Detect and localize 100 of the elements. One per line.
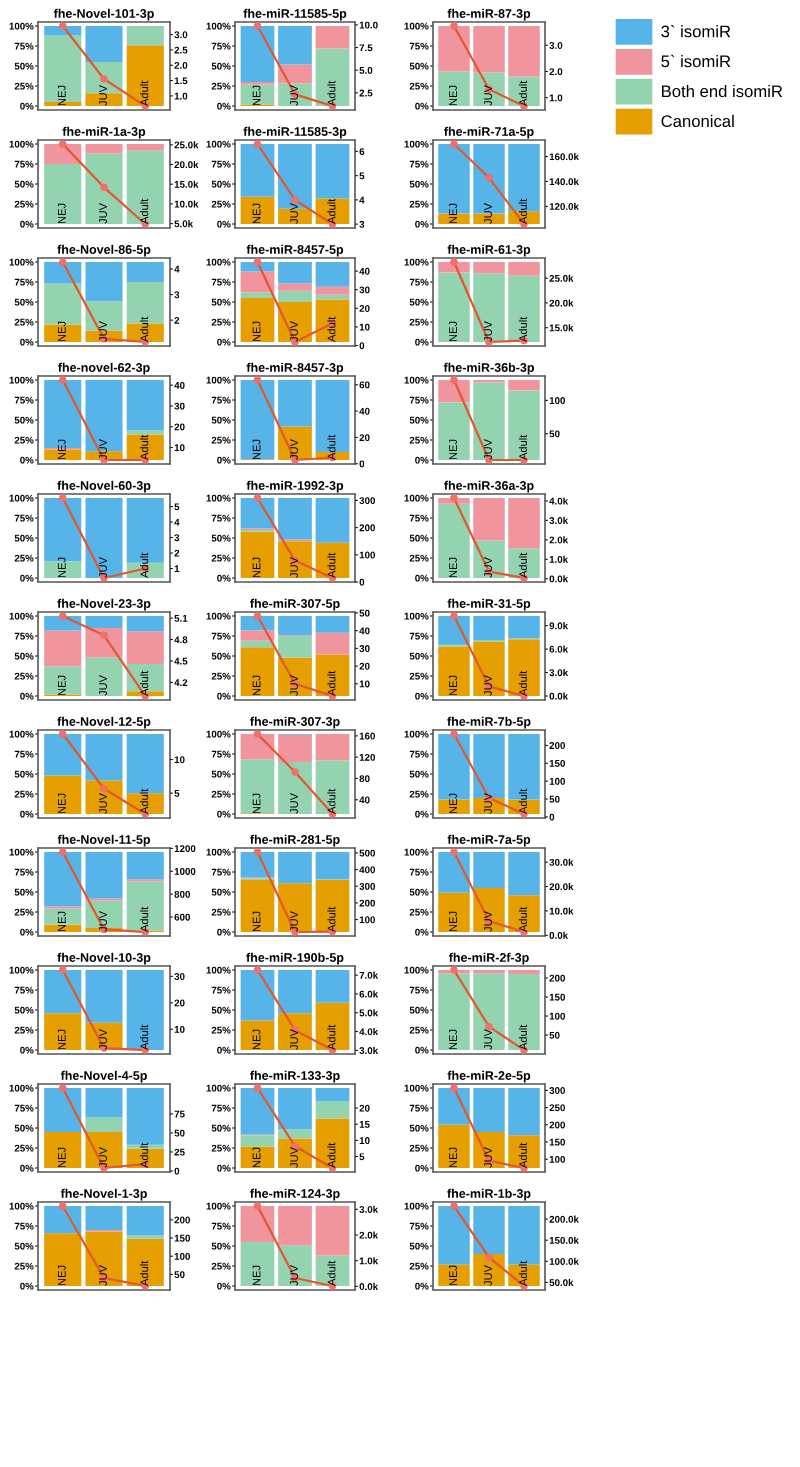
y-tick-label: 50%	[409, 1242, 429, 1250]
x-tick-label: Adult	[140, 434, 149, 460]
chart-title: fhe-miR-31-5p	[447, 598, 531, 611]
y2-tick-label: 15.0k	[174, 180, 199, 188]
y2-tick-label: 30	[359, 286, 370, 294]
bar	[438, 503, 470, 578]
y2-tick-label: 30	[174, 973, 185, 980]
y-tick-label: 0%	[20, 338, 34, 346]
y-tick-label: 100%	[9, 1084, 34, 1092]
x-tick-label: Adult	[327, 80, 336, 106]
y-tick-label: 50%	[211, 770, 231, 778]
chart-title: fhe-miR-8457-5p	[246, 244, 344, 257]
y2-tick-label: 10.0k	[549, 907, 574, 915]
y-tick-label: 50%	[409, 62, 429, 70]
y-tick-label: 25%	[409, 672, 429, 680]
x-tick-label: Adult	[518, 670, 527, 696]
y2-tick-label: 2.0	[549, 68, 563, 76]
y-tick-label: 25%	[211, 790, 231, 798]
bar	[315, 1101, 350, 1119]
x-tick-label: Adult	[327, 906, 336, 932]
y2-tick-label: 1.5	[174, 77, 188, 85]
y2-tick-label: 75	[174, 1110, 185, 1118]
y-tick-label: 50%	[14, 1124, 34, 1132]
y-tick-label: 75%	[14, 160, 34, 168]
y-tick-label: 25%	[211, 200, 231, 208]
bar	[278, 541, 312, 578]
y2-tick-label: 0.0k	[549, 692, 569, 700]
x-tick-label: JUV	[484, 1265, 492, 1286]
y2-tick-label: 50.0k	[549, 1278, 574, 1287]
x-tick-label: JUV	[290, 1147, 298, 1168]
y-tick-label: 0%	[20, 1046, 34, 1054]
y2-tick-label: 5.0k	[359, 1009, 379, 1017]
y2-tick-label: 150	[549, 993, 565, 1001]
y2-tick-label: 7.0k	[359, 971, 379, 979]
y2-tick-label: 200	[174, 1216, 190, 1224]
bar	[126, 262, 164, 282]
bar	[438, 26, 470, 72]
chart-title: fhe-miR-307-5p	[250, 598, 340, 611]
y-tick-label: 100%	[9, 376, 34, 384]
y-tick-label: 100%	[206, 22, 231, 30]
chart-title: fhe-Novel-101-3p	[53, 8, 154, 21]
y-tick-label: 75%	[211, 278, 231, 286]
y2-tick-label: 15.0k	[549, 324, 574, 332]
bar	[126, 881, 164, 931]
bar	[240, 292, 275, 298]
bar	[278, 1206, 312, 1246]
y-tick-label: 25%	[409, 908, 429, 916]
x-tick-label: Adult	[327, 198, 336, 224]
bar	[315, 654, 350, 696]
y-tick-label: 100%	[206, 376, 231, 384]
bar	[508, 380, 540, 391]
y2-tick-label: 20	[174, 423, 185, 431]
y2-tick-label: 25.0k	[549, 274, 574, 282]
bar	[126, 852, 164, 880]
y-tick-label: 25%	[409, 200, 429, 208]
bar	[44, 1233, 82, 1286]
bar	[438, 1264, 470, 1286]
bar	[278, 1245, 312, 1286]
bar	[85, 262, 123, 302]
bar	[85, 144, 123, 154]
y2-tick-label: 2.0k	[549, 536, 569, 544]
bar	[473, 273, 505, 342]
y2-tick-label: 1200	[174, 845, 196, 853]
y-tick-label: 25%	[409, 318, 429, 326]
bar	[315, 1206, 350, 1256]
y-tick-label: 75%	[409, 632, 429, 640]
x-tick-label: Adult	[140, 906, 149, 932]
x-tick-label: Adult	[327, 1260, 336, 1286]
y-tick-label: 0%	[217, 928, 231, 936]
bar	[438, 1206, 470, 1265]
y-tick-label: 25%	[409, 436, 429, 444]
bar	[240, 26, 275, 82]
y-tick-label: 0%	[20, 810, 34, 818]
bar	[278, 762, 312, 814]
y-tick-label: 25%	[211, 436, 231, 444]
y-tick-label: 100%	[206, 258, 231, 266]
y2-tick-label: 1.0	[174, 92, 188, 100]
bar	[240, 852, 275, 878]
chart-title: fhe-miR-307-3p	[250, 716, 340, 729]
y2-tick-label: 2	[174, 549, 180, 557]
bar	[44, 630, 82, 667]
bar	[44, 262, 82, 284]
x-tick-label: NEJ	[252, 1029, 261, 1050]
y2-tick-label: 2.5	[174, 46, 188, 54]
y2-tick-label: 0	[359, 460, 365, 468]
y-tick-label: 100%	[206, 494, 231, 502]
y-tick-label: 50%	[409, 180, 429, 188]
bar	[44, 734, 82, 776]
chart-title: fhe-miR-1992-3p	[246, 480, 344, 493]
bar	[240, 759, 275, 814]
bar	[473, 1088, 505, 1132]
y-tick-label: 50%	[211, 298, 231, 306]
y2-tick-label: 25	[174, 1148, 185, 1156]
y-tick-label: 50%	[211, 180, 231, 188]
x-tick-label: NEJ	[252, 911, 261, 932]
x-tick-label: NEJ	[449, 557, 457, 578]
y2-tick-label: 200	[359, 899, 375, 907]
bar	[44, 666, 82, 695]
bar	[85, 1088, 123, 1118]
y2-tick-label: 200	[549, 974, 565, 982]
